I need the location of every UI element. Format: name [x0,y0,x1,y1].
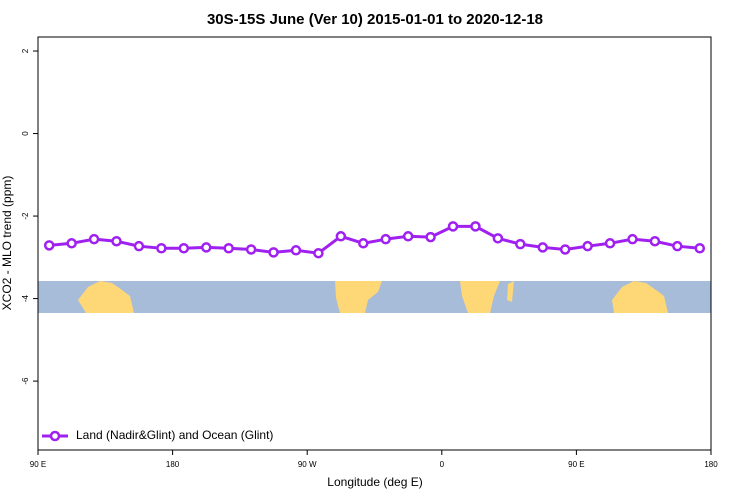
map-strip [38,281,711,313]
series-point [470,221,481,232]
y-axis-label: XCO2 - MLO trend (ppm) [0,176,14,311]
series-point [201,242,212,253]
series-point [672,240,683,252]
series-point [425,231,436,243]
x-tick-label: 180 [704,460,718,469]
series-point [156,242,167,254]
series-point [604,238,616,249]
series-point [268,247,279,258]
series-point [43,240,55,251]
y-tick-label: -6 [21,377,30,385]
series-point [694,242,706,254]
series-point [133,240,145,252]
series-point [313,247,324,259]
series-point [492,233,504,244]
series-point [649,235,661,247]
x-tick-label: 0 [440,460,445,469]
series-point [88,233,100,245]
series-point [335,231,347,242]
series-point [380,233,391,245]
series-point [111,235,122,247]
series-point [66,238,77,249]
chart-title: 30S-15S June (Ver 10) 2015-01-01 to 2020… [207,11,543,28]
series-point [402,231,414,242]
plot-frame [37,36,712,451]
x-axis-label: Longitude (deg E) [327,475,422,489]
series-point [245,244,257,255]
series-point [627,233,638,245]
x-tick-label: 90 W [298,460,317,469]
y-tick-label: 2 [21,48,30,53]
x-tick-label: 180 [166,460,180,469]
series-point [559,244,571,255]
series-point [515,238,526,250]
series-point [537,242,548,253]
series-line [49,224,700,255]
y-tick-label: -2 [21,212,30,220]
y-tick-label: 0 [21,131,30,136]
series-point [223,242,234,254]
x-tick-label: 90 E [568,460,584,469]
y-tick-label: -4 [21,294,30,302]
series-point [358,238,369,249]
series-point [290,245,302,256]
series-point [582,240,593,252]
x-tick-label: 90 E [30,460,46,469]
series-point [447,221,459,232]
series-point [178,242,190,254]
legend-marker [49,430,61,442]
legend-label: Land (Nadir&Glint) and Ocean (Glint) [76,428,273,442]
